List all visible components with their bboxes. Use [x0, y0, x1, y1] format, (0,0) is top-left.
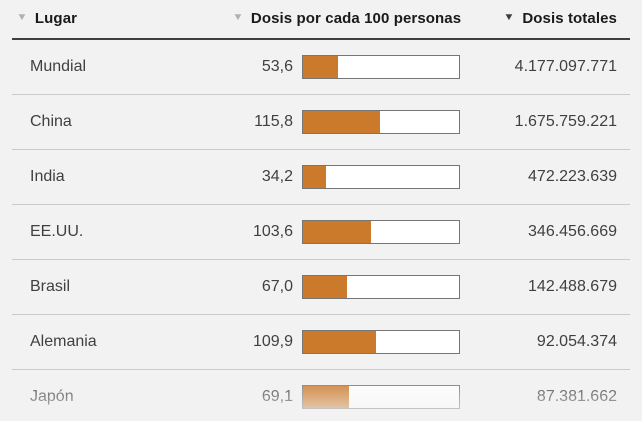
doses-bar-fill	[303, 166, 326, 188]
total-doses-value: 1.675.759.221	[514, 113, 617, 130]
total-doses-value: 346.456.669	[528, 223, 617, 240]
doses-bar-fill	[303, 56, 339, 78]
place-label: EE.UU.	[30, 223, 84, 240]
table-header: ▼ Lugar ▼ Dosis por cada 100 personas ▼ …	[0, 0, 642, 40]
doses-bar	[302, 55, 460, 79]
doses-bar	[302, 110, 460, 134]
doses-bar	[302, 330, 460, 354]
column-header-label: Dosis totales	[522, 9, 617, 27]
table-row: India 34,2 472.223.639	[0, 150, 642, 204]
header-underline	[12, 38, 630, 40]
column-header-label: Lugar	[34, 9, 78, 27]
table-row: Brasil 67,0 142.488.679	[0, 260, 642, 314]
place-label: Mundial	[30, 58, 87, 75]
doses-per-100-value: 53,6	[261, 58, 293, 75]
doses-bar-fill	[303, 276, 348, 298]
column-header-lugar[interactable]: ▼ Lugar	[16, 9, 233, 27]
doses-bar	[302, 165, 460, 189]
total-doses-value: 472.223.639	[528, 168, 617, 185]
row-separator	[12, 94, 630, 95]
doses-per-100-value: 67,0	[261, 278, 293, 295]
place-label: China	[30, 113, 72, 130]
place-label: Brasil	[30, 278, 71, 295]
row-separator	[12, 314, 630, 315]
place-label: Japón	[30, 388, 74, 405]
table-row: China 115,8 1.675.759.221	[0, 95, 642, 149]
table-row: Mundial 53,6 4.177.097.771	[0, 40, 642, 94]
column-header-label: Dosis por cada 100 personas	[250, 9, 462, 27]
doses-per-100-value: 34,2	[261, 168, 293, 185]
total-doses-value: 87.381.662	[536, 388, 617, 405]
row-separator	[12, 204, 630, 205]
column-header-dosis-totales[interactable]: ▼ Dosis totales	[504, 10, 617, 27]
sort-desc-icon[interactable]: ▼	[232, 12, 244, 23]
doses-bar-fill	[303, 111, 380, 133]
table-row: Japón 69,1 87.381.662	[0, 370, 642, 421]
sort-desc-icon-active[interactable]: ▼	[503, 12, 516, 23]
doses-bar-fill	[303, 221, 372, 243]
doses-per-100-value: 103,6	[252, 223, 293, 240]
row-separator	[12, 259, 630, 260]
sort-desc-icon[interactable]: ▼	[16, 12, 28, 23]
total-doses-value: 4.177.097.771	[514, 58, 617, 75]
row-separator	[12, 369, 630, 370]
table-row: Alemania 109,9 92.054.374	[0, 315, 642, 369]
doses-bar	[302, 385, 460, 409]
doses-bar	[302, 220, 460, 244]
doses-per-100-value: 109,9	[252, 333, 293, 350]
doses-per-100-value: 115,8	[254, 113, 293, 130]
total-doses-value: 142.488.679	[528, 278, 617, 295]
place-label: India	[30, 168, 65, 185]
doses-bar	[302, 275, 460, 299]
doses-bar-fill	[303, 331, 376, 353]
column-header-dosis-por-100[interactable]: ▼ Dosis por cada 100 personas	[232, 9, 504, 27]
table-row: EE.UU. 103,6 346.456.669	[0, 205, 642, 259]
doses-per-100-value: 69,1	[261, 388, 293, 405]
place-label: Alemania	[30, 333, 97, 350]
doses-bar-fill	[303, 386, 349, 408]
table-body: Mundial 53,6 4.177.097.771 China 115,8 1…	[0, 40, 642, 421]
row-separator	[12, 149, 630, 150]
total-doses-value: 92.054.374	[536, 333, 617, 350]
